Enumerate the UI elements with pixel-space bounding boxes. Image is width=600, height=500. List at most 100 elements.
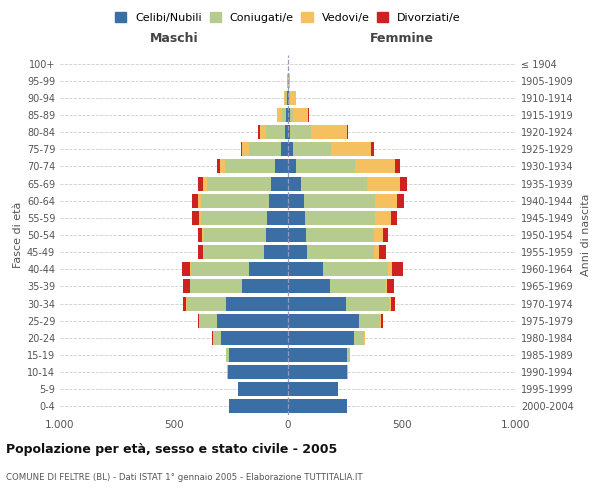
Bar xyxy=(288,331,354,345)
Bar xyxy=(203,176,207,190)
Bar xyxy=(202,194,269,207)
Bar xyxy=(202,228,203,242)
Bar xyxy=(381,314,383,328)
Bar xyxy=(374,194,397,207)
Bar xyxy=(304,194,374,207)
Bar xyxy=(288,296,346,310)
Bar xyxy=(288,365,347,379)
Bar xyxy=(389,296,391,310)
Bar xyxy=(354,331,364,345)
Bar xyxy=(190,280,242,293)
Bar xyxy=(397,194,404,207)
Bar xyxy=(331,142,371,156)
Bar xyxy=(374,211,391,225)
Bar xyxy=(226,160,275,173)
Bar xyxy=(212,331,213,345)
Bar xyxy=(290,125,311,139)
Bar xyxy=(288,91,289,105)
Bar xyxy=(241,142,242,156)
Bar xyxy=(264,245,288,259)
Bar xyxy=(249,262,288,276)
Y-axis label: Fasce di età: Fasce di età xyxy=(13,202,23,268)
Bar xyxy=(288,280,330,293)
Bar xyxy=(288,211,305,225)
Bar xyxy=(305,211,374,225)
Bar xyxy=(192,211,199,225)
Bar xyxy=(259,125,260,139)
Bar xyxy=(198,314,199,328)
Bar xyxy=(199,314,217,328)
Bar xyxy=(347,125,349,139)
Bar xyxy=(192,194,198,207)
Bar xyxy=(227,365,288,379)
Bar xyxy=(260,125,266,139)
Bar xyxy=(347,365,348,379)
Bar xyxy=(226,296,288,310)
Bar xyxy=(198,176,203,190)
Bar xyxy=(355,160,395,173)
Text: Popolazione per età, sesso e stato civile - 2005: Popolazione per età, sesso e stato civil… xyxy=(6,442,337,456)
Bar xyxy=(288,314,359,328)
Text: Maschi: Maschi xyxy=(149,32,199,44)
Bar xyxy=(198,245,203,259)
Bar xyxy=(266,228,288,242)
Bar xyxy=(242,142,249,156)
Bar xyxy=(311,125,347,139)
Bar xyxy=(182,262,190,276)
Bar xyxy=(373,228,383,242)
Bar xyxy=(288,160,296,173)
Bar xyxy=(373,245,379,259)
Bar xyxy=(203,245,264,259)
Bar xyxy=(347,348,350,362)
Bar xyxy=(281,142,288,156)
Bar xyxy=(271,176,288,190)
Bar xyxy=(190,262,191,276)
Bar xyxy=(229,348,288,362)
Bar xyxy=(198,194,202,207)
Bar xyxy=(288,125,290,139)
Bar xyxy=(220,160,226,173)
Bar xyxy=(288,142,293,156)
Bar xyxy=(288,262,323,276)
Bar xyxy=(290,108,293,122)
Bar xyxy=(284,91,286,105)
Bar xyxy=(391,296,395,310)
Bar xyxy=(268,211,288,225)
Bar xyxy=(289,74,290,88)
Bar xyxy=(226,348,229,362)
Bar xyxy=(199,211,202,225)
Bar xyxy=(385,280,387,293)
Bar xyxy=(288,348,347,362)
Text: Femmine: Femmine xyxy=(370,32,434,44)
Bar xyxy=(290,91,296,105)
Bar xyxy=(288,245,307,259)
Bar xyxy=(286,108,288,122)
Bar xyxy=(217,314,288,328)
Bar xyxy=(242,280,288,293)
Bar xyxy=(269,194,288,207)
Bar xyxy=(207,176,271,190)
Bar xyxy=(296,160,355,173)
Bar xyxy=(238,382,288,396)
Bar xyxy=(187,296,226,310)
Bar xyxy=(288,194,304,207)
Bar xyxy=(288,108,290,122)
Bar xyxy=(213,331,221,345)
Y-axis label: Anni di nascita: Anni di nascita xyxy=(581,194,590,276)
Bar xyxy=(229,400,288,413)
Bar xyxy=(367,176,400,190)
Bar xyxy=(288,176,301,190)
Bar xyxy=(287,91,288,105)
Bar xyxy=(346,296,389,310)
Legend: Celibi/Nubili, Coniugati/e, Vedovi/e, Divorziati/e: Celibi/Nubili, Coniugati/e, Vedovi/e, Di… xyxy=(113,10,463,25)
Bar xyxy=(359,314,380,328)
Bar xyxy=(289,91,290,105)
Bar xyxy=(249,142,281,156)
Bar xyxy=(217,160,220,173)
Bar xyxy=(301,176,367,190)
Bar xyxy=(199,228,202,242)
Bar xyxy=(392,262,403,276)
Bar xyxy=(202,211,268,225)
Bar xyxy=(288,400,347,413)
Bar xyxy=(293,108,308,122)
